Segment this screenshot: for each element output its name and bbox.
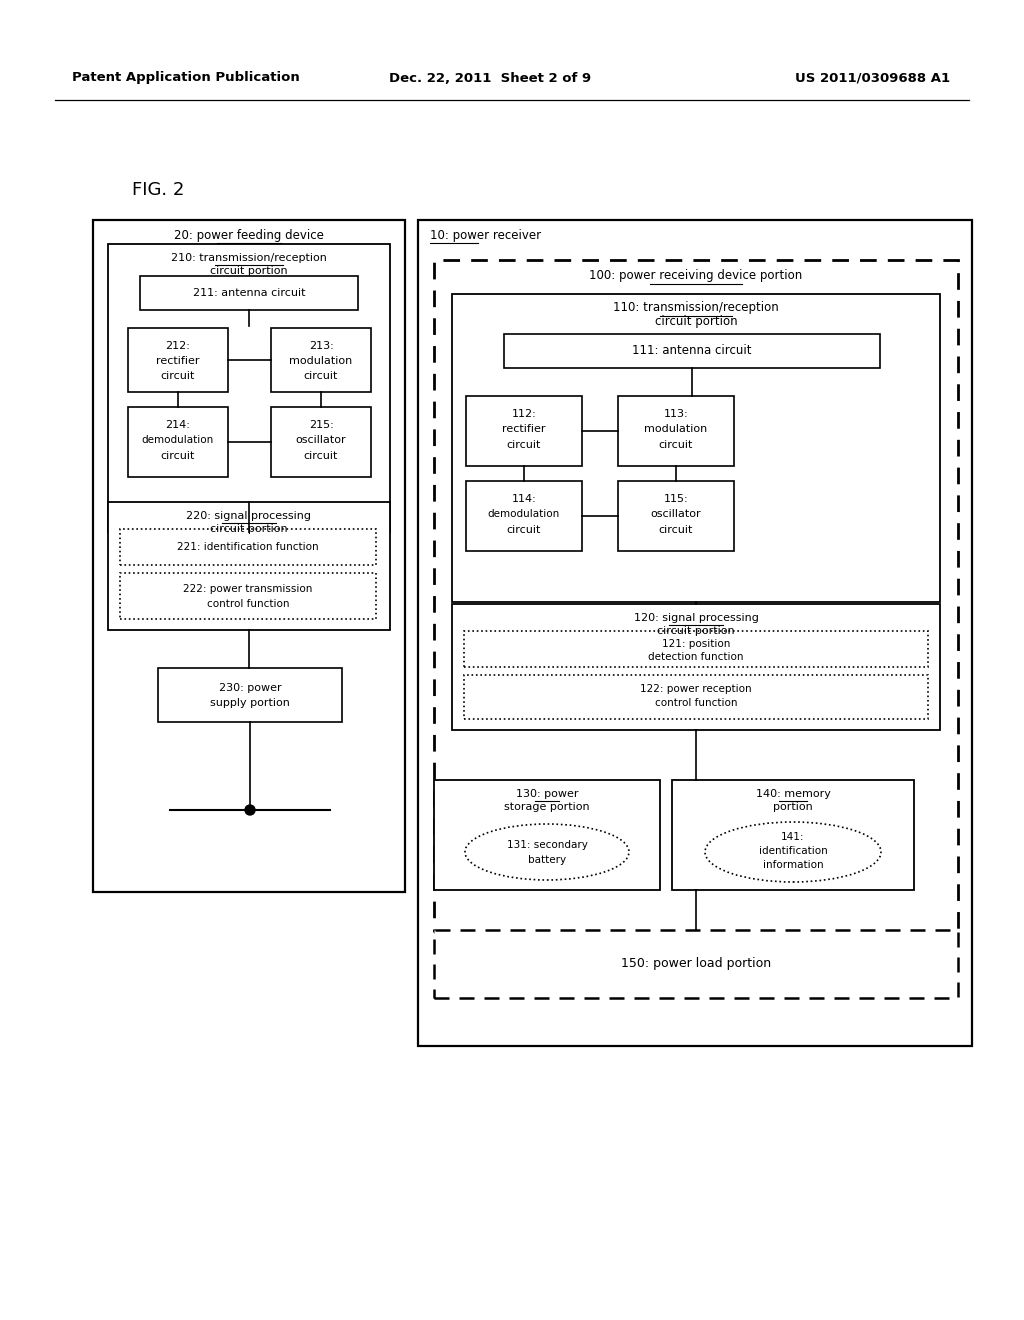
Text: portion: portion xyxy=(773,803,813,812)
Bar xyxy=(158,668,342,722)
Text: oscillator: oscillator xyxy=(296,436,346,445)
Bar xyxy=(108,244,390,532)
Bar xyxy=(466,480,582,550)
Text: circuit portion: circuit portion xyxy=(657,626,735,636)
Bar xyxy=(128,327,228,392)
Text: 114:: 114: xyxy=(512,494,537,504)
Text: circuit: circuit xyxy=(658,525,693,535)
Text: Patent Application Publication: Patent Application Publication xyxy=(72,71,300,84)
Text: circuit: circuit xyxy=(161,371,196,381)
Text: US 2011/0309688 A1: US 2011/0309688 A1 xyxy=(795,71,950,84)
Text: 122: power reception: 122: power reception xyxy=(640,684,752,694)
Text: Dec. 22, 2011  Sheet 2 of 9: Dec. 22, 2011 Sheet 2 of 9 xyxy=(389,71,591,84)
Text: control function: control function xyxy=(207,599,289,609)
Text: control function: control function xyxy=(654,698,737,708)
Text: storage portion: storage portion xyxy=(504,803,590,812)
Text: circuit: circuit xyxy=(658,440,693,450)
Bar xyxy=(108,502,390,630)
Bar xyxy=(618,480,734,550)
Text: supply portion: supply portion xyxy=(210,698,290,708)
Bar xyxy=(466,396,582,466)
Text: detection function: detection function xyxy=(648,652,743,663)
Text: 141:: 141: xyxy=(781,832,805,842)
Bar xyxy=(271,407,371,477)
Text: 100: power receiving device portion: 100: power receiving device portion xyxy=(590,269,803,282)
Text: 112:: 112: xyxy=(512,409,537,418)
Text: 131: secondary: 131: secondary xyxy=(507,840,588,850)
Bar xyxy=(452,605,940,730)
Text: demodulation: demodulation xyxy=(142,436,214,445)
Ellipse shape xyxy=(705,822,881,882)
Text: 120: signal processing: 120: signal processing xyxy=(634,612,759,623)
Text: circuit: circuit xyxy=(304,451,338,461)
Text: oscillator: oscillator xyxy=(650,510,701,519)
Text: 221: identification function: 221: identification function xyxy=(177,543,318,552)
Text: 110: transmission/reception: 110: transmission/reception xyxy=(613,301,779,314)
Text: 215:: 215: xyxy=(308,420,334,430)
Text: demodulation: demodulation xyxy=(487,510,560,519)
Bar xyxy=(140,276,358,310)
Ellipse shape xyxy=(465,824,629,880)
Bar xyxy=(464,675,928,719)
Circle shape xyxy=(245,805,255,814)
Bar xyxy=(618,396,734,466)
Text: 222: power transmission: 222: power transmission xyxy=(183,583,312,594)
Text: modulation: modulation xyxy=(290,356,352,366)
Bar xyxy=(120,529,376,565)
Text: 113:: 113: xyxy=(664,409,688,418)
Text: rectifier: rectifier xyxy=(502,424,546,434)
Bar xyxy=(672,780,914,890)
Text: identification: identification xyxy=(759,846,827,855)
Text: battery: battery xyxy=(528,855,566,865)
Text: circuit: circuit xyxy=(507,440,542,450)
Text: circuit: circuit xyxy=(161,451,196,461)
Bar xyxy=(271,327,371,392)
Text: rectifier: rectifier xyxy=(157,356,200,366)
Text: 115:: 115: xyxy=(664,494,688,504)
Text: circuit portion: circuit portion xyxy=(210,267,288,276)
Bar xyxy=(128,407,228,477)
Text: FIG. 2: FIG. 2 xyxy=(132,181,184,199)
Text: 230: power: 230: power xyxy=(219,682,282,693)
Bar xyxy=(464,631,928,667)
Bar xyxy=(452,294,940,602)
Text: 214:: 214: xyxy=(166,420,190,430)
Bar xyxy=(120,573,376,619)
Text: 150: power load portion: 150: power load portion xyxy=(621,957,771,970)
Text: 213:: 213: xyxy=(308,341,334,351)
Bar xyxy=(93,220,406,892)
Text: circuit: circuit xyxy=(507,525,542,535)
Bar xyxy=(504,334,880,368)
Text: 210: transmission/reception: 210: transmission/reception xyxy=(171,253,327,263)
Text: 140: memory: 140: memory xyxy=(756,789,830,799)
Text: 111: antenna circuit: 111: antenna circuit xyxy=(632,345,752,358)
Text: 130: power: 130: power xyxy=(516,789,579,799)
Text: circuit portion: circuit portion xyxy=(210,524,288,535)
Text: 10: power receiver: 10: power receiver xyxy=(430,228,541,242)
Text: 20: power feeding device: 20: power feeding device xyxy=(174,228,324,242)
Text: 211: antenna circuit: 211: antenna circuit xyxy=(193,288,305,298)
Bar xyxy=(434,780,660,890)
Text: information: information xyxy=(763,861,823,870)
Text: modulation: modulation xyxy=(644,424,708,434)
Text: 220: signal processing: 220: signal processing xyxy=(186,511,311,521)
Text: 212:: 212: xyxy=(166,341,190,351)
Bar xyxy=(434,260,958,932)
Bar xyxy=(434,931,958,998)
Text: 121: position: 121: position xyxy=(662,639,730,649)
Text: circuit portion: circuit portion xyxy=(654,315,737,329)
Text: circuit: circuit xyxy=(304,371,338,381)
Bar xyxy=(418,220,972,1045)
